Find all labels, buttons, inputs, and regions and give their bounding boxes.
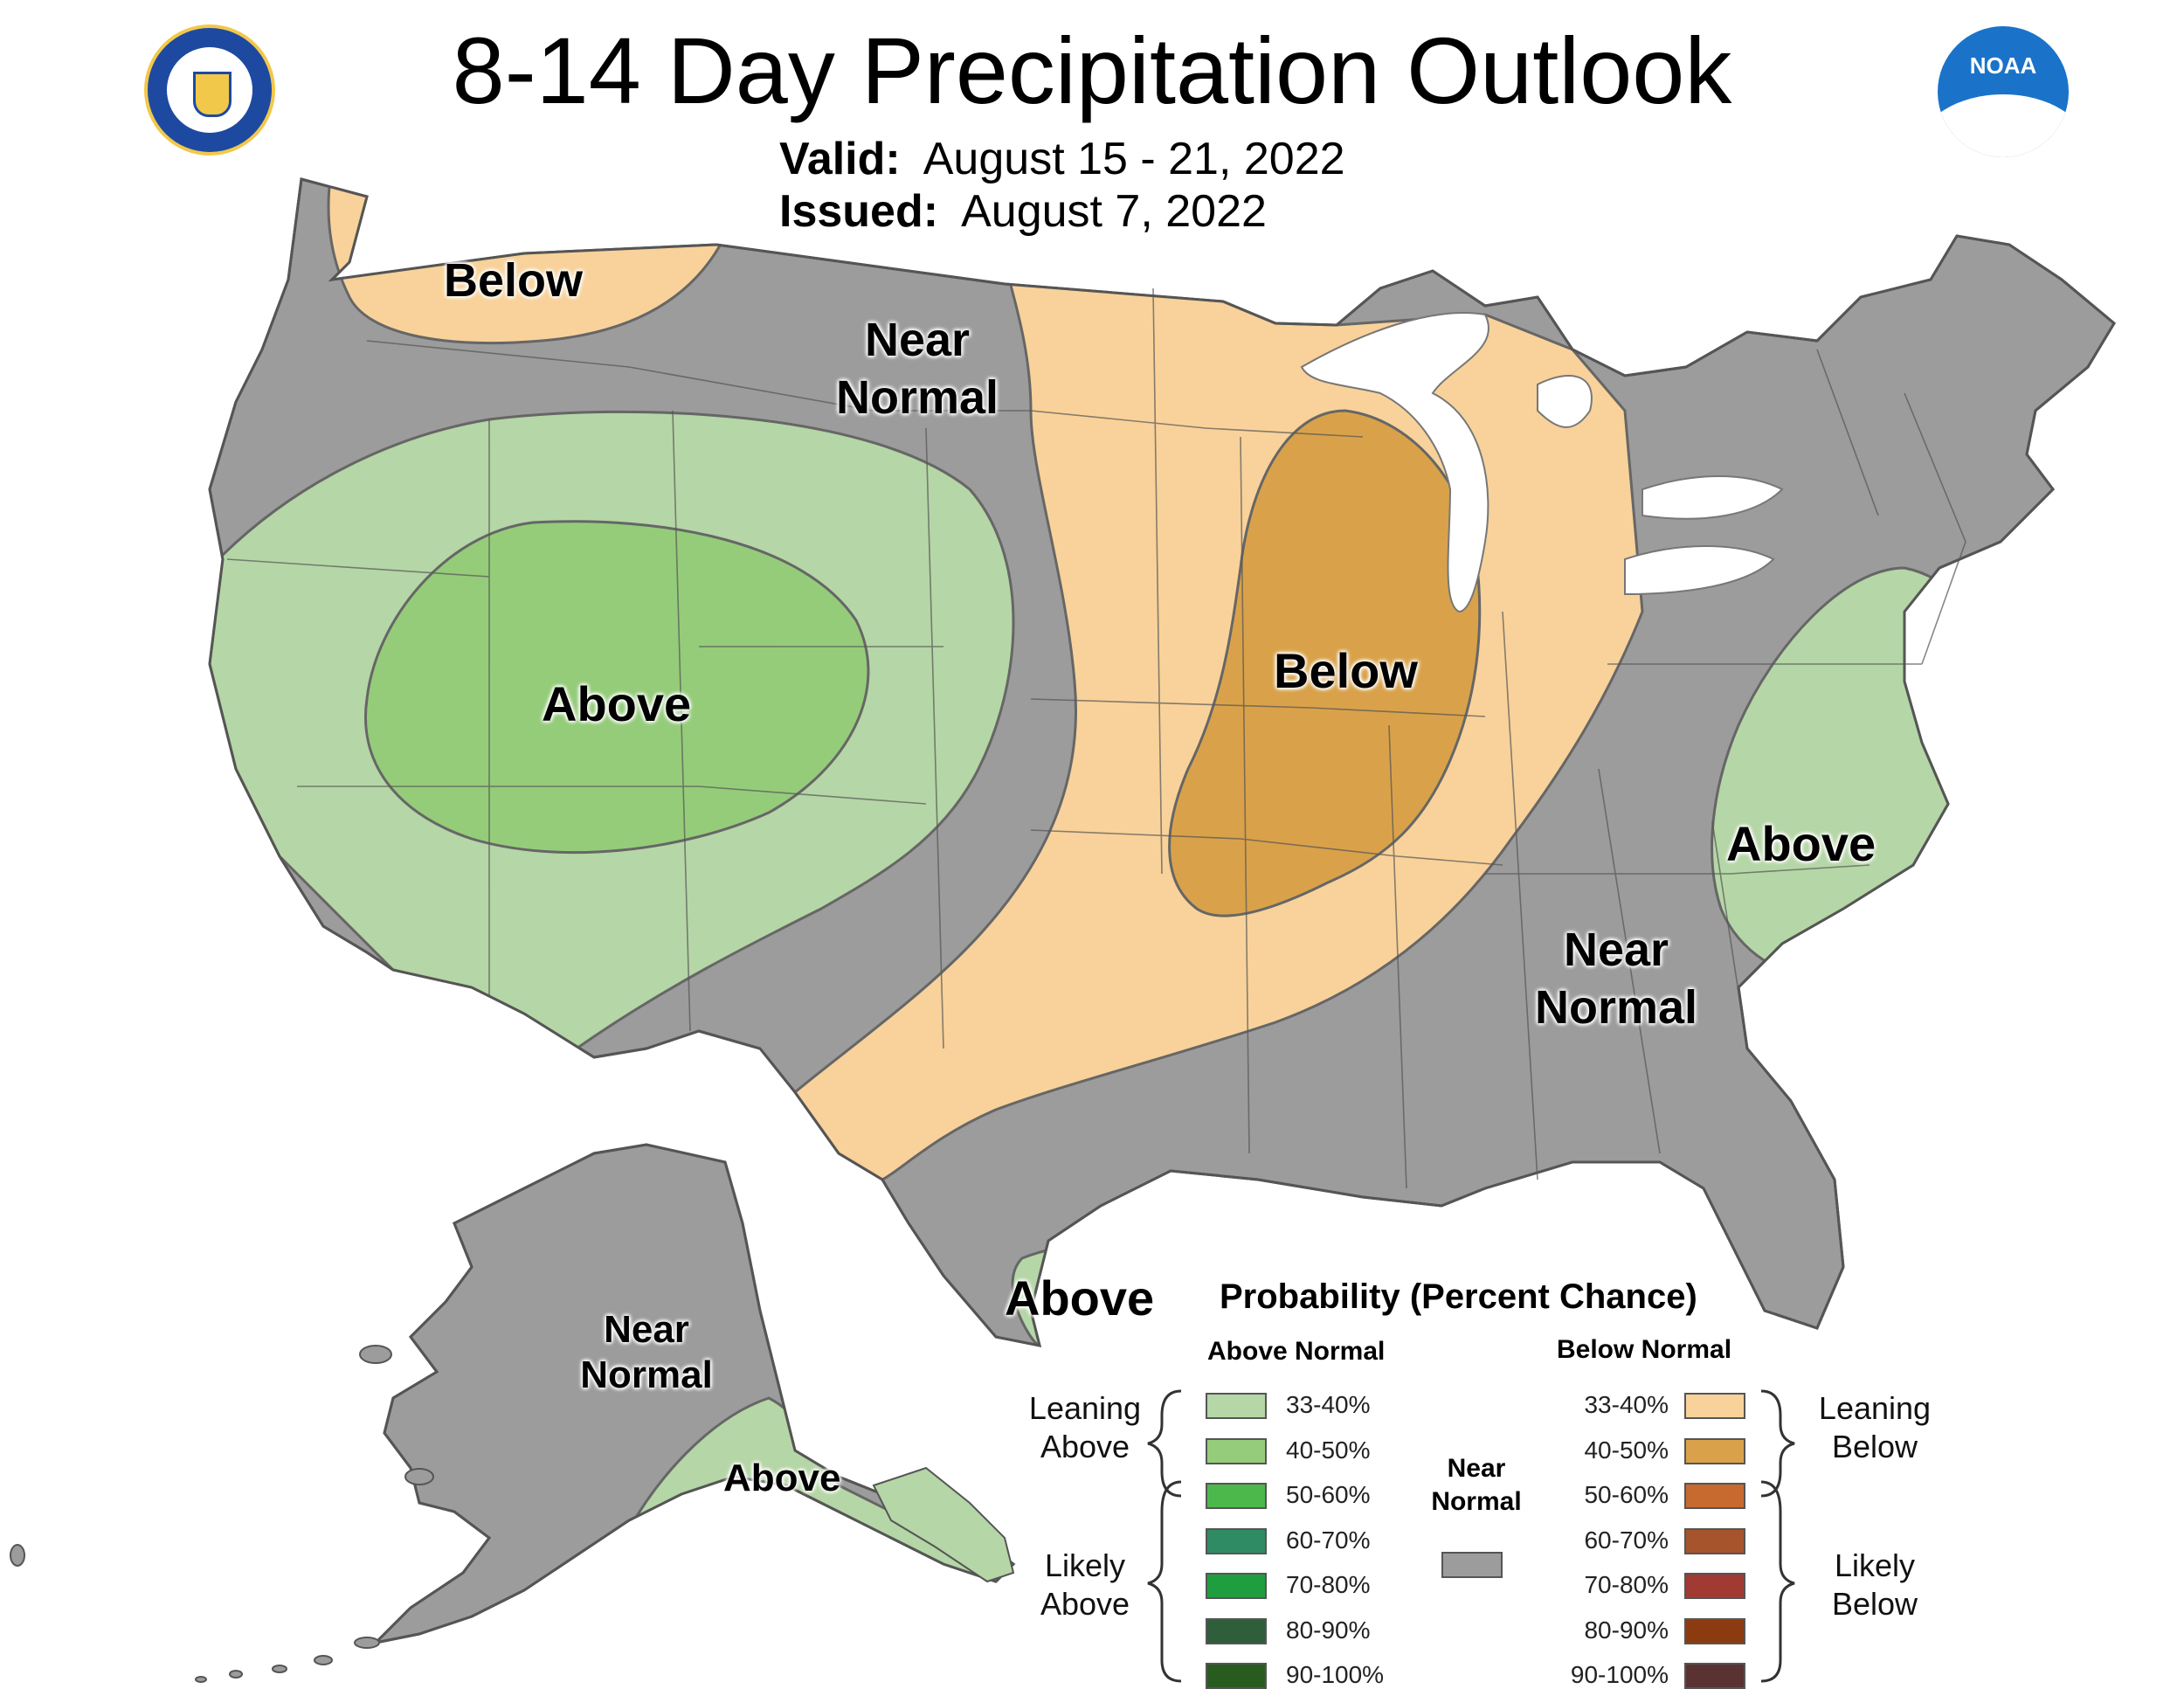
legend-likely-above-line1: Likely [1044, 1547, 1126, 1583]
legend-above-bin-swatch [1206, 1438, 1267, 1464]
label-midwest-below: Below [1274, 643, 1418, 698]
seal-shield [193, 72, 232, 117]
valid-value: August 15 - 21, 2022 [923, 134, 1345, 184]
region-southwest-above-40-50 [364, 520, 870, 855]
label-southeast-normal: Normal [1534, 981, 1698, 1034]
legend-below-bin-label: 80-90% [1584, 1616, 1669, 1644]
legend-above-bin-label: 33-40% [1286, 1391, 1371, 1418]
noaa-logo-text: NOAA [1969, 52, 2037, 79]
legend-below-bin-label: 33-40% [1584, 1391, 1669, 1418]
legend-above-bin-label: 40-50% [1286, 1436, 1371, 1464]
noaa-logo: NOAA [1938, 26, 2069, 157]
legend-below-bin-label: 70-80% [1584, 1571, 1669, 1598]
legend-leaning-below-line1: Leaning [1818, 1390, 1932, 1426]
legend-likely-below-line1: Likely [1834, 1547, 1916, 1583]
legend-above-bin-label: 90-100% [1286, 1661, 1385, 1688]
legend-leaning-above: Leaning Above [1015, 1389, 1155, 1466]
region-alaska-lean-above [626, 1396, 1013, 1592]
legend-near-line1: Near [1447, 1454, 1506, 1483]
issued-value: August 7, 2022 [961, 186, 1267, 237]
noaa-logo-wave [1938, 94, 2069, 157]
legend-above-bin-swatch [1206, 1483, 1267, 1509]
legend-below-bin-swatch [1684, 1528, 1745, 1554]
legend-near-swatch [1441, 1552, 1503, 1578]
label-plains-normal: Normal [835, 371, 999, 424]
label-southwest-above: Above [542, 676, 692, 731]
validity-block: Valid: August 15 - 21, 2022 Issued: Augu… [779, 133, 1345, 238]
alaska-panhandle [872, 1466, 1015, 1583]
legend-below-bin-swatch [1684, 1573, 1745, 1599]
legend-below-bin-label: 50-60% [1584, 1481, 1669, 1508]
legend-above-bin-label: 80-90% [1286, 1616, 1371, 1644]
legend-likely-above: Likely Above [1015, 1547, 1155, 1623]
legend-below-bin-swatch [1684, 1438, 1745, 1464]
legend-above-bin-label: 50-60% [1286, 1481, 1371, 1508]
aleutian-islands [10, 1345, 434, 1683]
issued-label: Issued: [779, 186, 939, 237]
page-title: 8-14 Day Precipitation Outlook [452, 17, 1732, 123]
valid-label: Valid: [779, 134, 901, 184]
label-southeast-near-normal: Near Normal [1511, 926, 1721, 1031]
legend-likely-below: Likely Below [1796, 1547, 1953, 1623]
label-plains-near-normal: Near Normal [812, 316, 1022, 421]
legend-above-bin-swatch [1206, 1618, 1267, 1644]
legend-above-bin-swatch [1206, 1663, 1267, 1689]
department-of-commerce-seal [144, 24, 275, 156]
legend-below-bin-swatch [1684, 1483, 1745, 1509]
legend-title: Probability (Percent Chance) [1220, 1277, 1697, 1316]
legend-leaning-below: Leaning Below [1796, 1389, 1953, 1466]
label-alaska-normal: Normal [580, 1353, 713, 1396]
legend-below-header: Below Normal [1557, 1335, 1732, 1364]
legend-leaning-above-line2: Above [1040, 1429, 1130, 1464]
legend-above-bin-swatch [1206, 1573, 1267, 1599]
legend-below-bin-swatch [1684, 1663, 1745, 1689]
legend-below-bin-label: 60-70% [1584, 1526, 1669, 1554]
legend-below-bin-swatch [1684, 1618, 1745, 1644]
legend-above-bin-swatch [1206, 1393, 1267, 1419]
label-east-above: Above [1726, 816, 1876, 871]
legend-near-line2: Normal [1431, 1487, 1522, 1516]
legend-above-header: Above Normal [1207, 1337, 1386, 1366]
label-alaska-above: Above [723, 1457, 841, 1499]
legend-likely-below-line2: Below [1831, 1586, 1918, 1622]
legend-above-bin-swatch [1206, 1528, 1267, 1554]
label-alaska-near: Near [604, 1308, 689, 1351]
legend-above-bin-label: 70-80% [1286, 1571, 1371, 1598]
legend-above-bin-label: 60-70% [1286, 1526, 1371, 1554]
legend-leaning-above-line1: Leaning [1028, 1390, 1142, 1426]
legend-below-bin-swatch [1684, 1393, 1745, 1419]
legend-near-normal: Near Normal [1406, 1452, 1546, 1519]
legend-likely-above-line2: Above [1040, 1586, 1130, 1622]
legend-below-bin-label: 90-100% [1570, 1661, 1669, 1688]
state-borders [226, 287, 1966, 1189]
label-plains-near: Near [864, 314, 971, 366]
label-alaska-near-normal: Near Normal [568, 1311, 725, 1395]
label-gulf-above: Above [1005, 1270, 1155, 1326]
label-pnw-below: Below [444, 254, 584, 307]
label-southeast-near: Near [1563, 924, 1669, 976]
great-lakes [1300, 312, 1784, 613]
legend-leaning-below-line2: Below [1831, 1429, 1918, 1464]
legend-below-bin-label: 40-50% [1584, 1436, 1669, 1464]
